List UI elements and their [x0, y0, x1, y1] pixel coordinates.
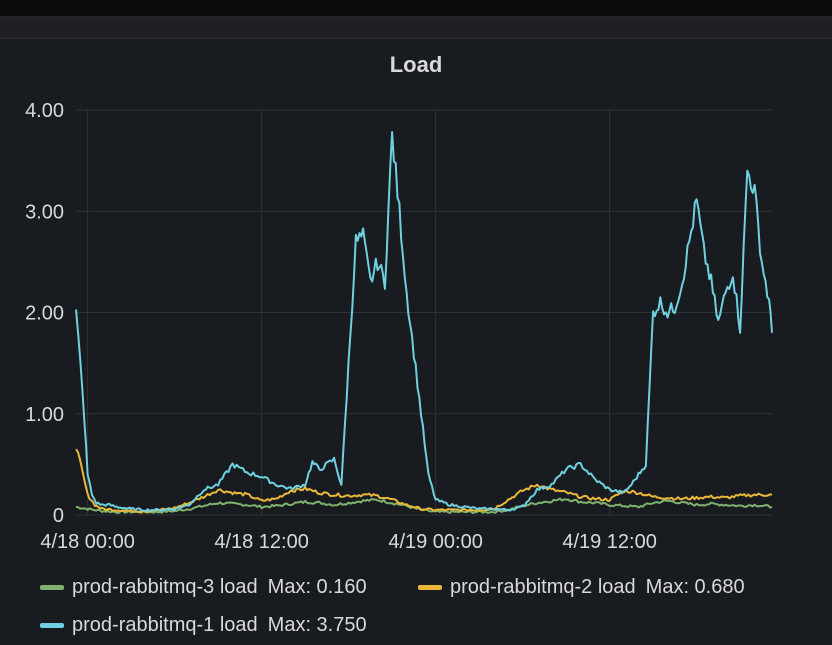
y-tick-label: 0: [53, 505, 64, 527]
legend-series-name: prod-rabbitmq-1 load: [72, 614, 258, 636]
panel-title[interactable]: Load: [389, 52, 443, 77]
legend-series-max: Max: 0.160: [267, 576, 367, 598]
legend-series-name: prod-rabbitmq-2 load: [450, 576, 636, 598]
y-tick-label: 4.00: [25, 100, 64, 122]
y-tick-label: 3.00: [25, 201, 64, 223]
legend-item-rabbitmq-1[interactable]: prod-rabbitmq-1 load Max: 3.750: [40, 614, 367, 637]
x-tick-label: 4/19 00:00: [388, 531, 483, 553]
legend-series-name: prod-rabbitmq-3 load: [72, 576, 258, 598]
legend-row-1: prod-rabbitmq-3 load Max: 0.160: [40, 576, 367, 599]
x-tick-label: 4/19 12:00: [562, 531, 657, 553]
legend-swatch: [40, 585, 64, 591]
x-tick-label: 4/18 12:00: [214, 531, 309, 553]
series-line-2: [75, 448, 773, 513]
y-tick-label: 1.00: [25, 404, 64, 426]
x-tick-label: 4/18 00:00: [40, 531, 135, 553]
legend-item-rabbitmq-2[interactable]: prod-rabbitmq-2 load Max: 0.680: [418, 576, 745, 599]
legend-swatch: [418, 585, 442, 591]
load-panel: [0, 38, 832, 645]
legend-row-2: prod-rabbitmq-1 load Max: 3.750: [40, 614, 367, 637]
legend-swatch: [40, 623, 64, 629]
top-bar: [0, 0, 832, 16]
legend-series-max: Max: 0.680: [645, 576, 745, 598]
legend-series-max: Max: 3.750: [267, 614, 367, 636]
legend-item-rabbitmq-3[interactable]: prod-rabbitmq-3 load Max: 0.160: [40, 576, 367, 599]
series-line-3: [75, 131, 773, 513]
legend-row-1b: prod-rabbitmq-2 load Max: 0.680: [418, 576, 745, 599]
y-tick-label: 2.00: [25, 303, 64, 325]
row-header: [0, 16, 832, 39]
